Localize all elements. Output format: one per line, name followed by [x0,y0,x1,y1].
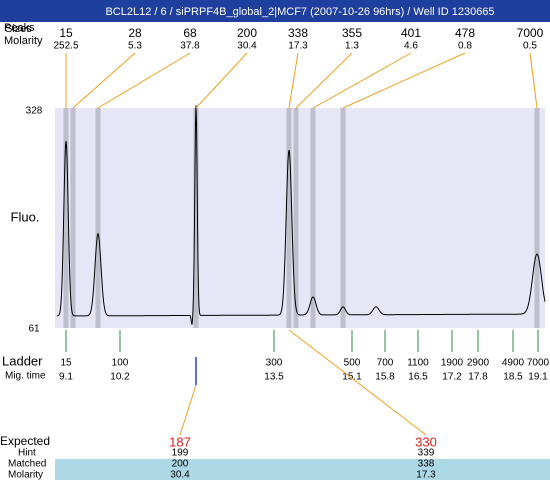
peak-connector [288,52,299,109]
peak-molarity: 4.6 [404,41,418,52]
ladder-time: 16.5 [408,372,428,383]
ladder-time: 13.5 [264,372,284,383]
peak-band [193,108,199,328]
peak-size: 401 [401,26,421,40]
ladder-label: Ladder [2,353,43,368]
peak-connector [97,52,191,109]
matched-value: 200 [172,459,189,470]
expected-connector [288,329,427,436]
ladder-size: 2900 [467,358,490,369]
peak-band [293,108,299,328]
peak-band [95,108,101,328]
title-bar [0,0,550,22]
expected-connector [179,384,197,436]
peak-molarity: 5.3 [128,41,142,52]
peak-band [340,108,346,328]
peak-band [310,108,316,328]
ladder-size: 7000 [527,358,550,369]
ladder-size: 1100 [407,358,429,369]
matched-band [55,459,550,480]
expected-value: 187 [169,434,191,449]
molarity-row-label: Molarity [8,470,43,480]
matched-value: 338 [418,459,435,470]
peak-size: 338 [288,26,308,40]
expected-value: 330 [415,434,437,449]
peak-molarity: 17.3 [288,41,308,52]
title: BCL2L12 / 6 / siPRPF4B_global_2|MCF7 (20… [105,6,494,18]
peak-size: 200 [237,26,257,40]
hint-label: Hint [18,448,36,459]
y-min: 61 [28,324,40,335]
peak-band [534,108,540,328]
peak-molarity: 0.5 [523,41,537,52]
ladder-size: 1900 [441,358,464,369]
ladder-size: 700 [377,358,394,369]
peak-size: 68 [183,26,197,40]
peak-molarity: 30.4 [237,41,257,52]
peak-size: 478 [455,26,475,40]
ladder-time: 15.8 [375,372,395,383]
peaks-label: Peaks [4,22,35,34]
ladder-size: 100 [112,358,129,369]
hint-value: 339 [418,448,435,459]
hint-value: 199 [172,448,189,459]
ladder-time: 10.2 [110,372,130,383]
peak-size: 15 [59,26,73,40]
y-axis-label: Fluo. [11,209,40,224]
plot-area [55,108,545,328]
ladder-size: 15 [60,358,72,369]
molarity-value: 30.4 [170,470,190,480]
molarity-value: 17.3 [416,470,436,480]
trace [56,105,546,325]
peak-molarity: 0.8 [458,41,472,52]
ladder-time: 18.5 [503,372,523,383]
ladder-size: 4900 [502,358,525,369]
peak-connector [342,52,466,109]
peak-connector [529,52,538,109]
ladder-time: 17.8 [468,372,488,383]
peak-connector [195,52,248,109]
ladder-time: 17.2 [442,372,462,383]
peak-band [70,108,76,328]
peak-size: 355 [342,26,362,40]
peak-connector [295,52,353,109]
sizes-label: Sizes [5,23,32,35]
ladder-time: 19.1 [528,372,548,383]
peak-size: 28 [128,26,142,40]
peak-molarity: 37.8 [180,41,200,52]
peak-molarity: 1.3 [345,41,359,52]
expected-label: Expected [0,434,50,448]
peak-band [286,108,292,328]
y-max: 328 [26,106,43,117]
ladder-size: 500 [344,358,361,369]
matched-label: Matched [8,459,46,470]
mig-time-label: Mig. time [5,371,46,382]
peak-size: 7000 [517,26,544,40]
peak-connector [72,52,136,109]
ladder-time: 15.1 [342,372,362,383]
molarity-label: Molarity [4,35,43,47]
ladder-time: 9.1 [59,372,73,383]
peak-molarity: 252.5 [53,41,78,52]
peak-connector [312,52,412,109]
ladder-size: 300 [266,358,283,369]
peak-band [63,108,69,328]
